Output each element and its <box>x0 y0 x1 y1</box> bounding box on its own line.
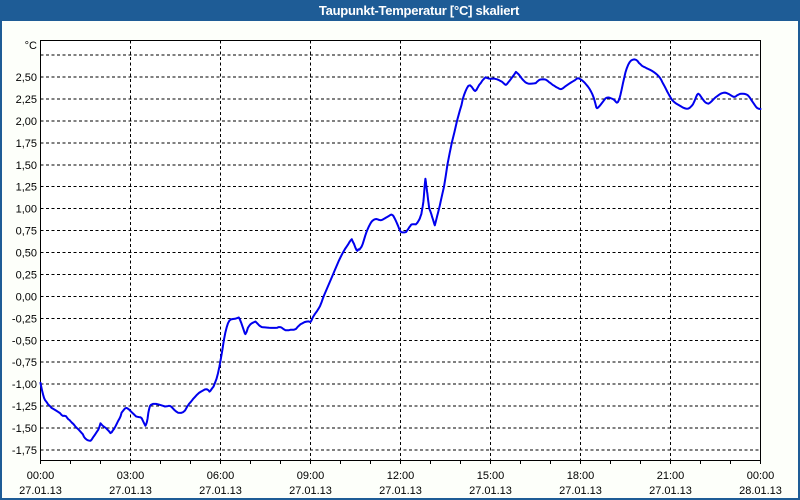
svg-text:27.01.13: 27.01.13 <box>469 485 512 497</box>
svg-text:0,50: 0,50 <box>16 248 37 260</box>
svg-text:-1,25: -1,25 <box>12 401 37 413</box>
svg-text:12:00: 12:00 <box>387 470 415 482</box>
svg-text:1,25: 1,25 <box>16 182 37 194</box>
svg-text:2,25: 2,25 <box>16 94 37 106</box>
svg-text:27.01.13: 27.01.13 <box>379 485 422 497</box>
svg-text:27.01.13: 27.01.13 <box>19 485 62 497</box>
svg-text:18:00: 18:00 <box>567 470 595 482</box>
svg-text:09:00: 09:00 <box>297 470 325 482</box>
svg-text:-1,50: -1,50 <box>12 423 37 435</box>
svg-text:-0,50: -0,50 <box>12 335 37 347</box>
svg-text:27.01.13: 27.01.13 <box>649 485 692 497</box>
svg-text:-1,00: -1,00 <box>12 379 37 391</box>
svg-text:00:00: 00:00 <box>747 470 775 482</box>
svg-text:1,75: 1,75 <box>16 138 37 150</box>
svg-text:15:00: 15:00 <box>477 470 505 482</box>
svg-text:-0,25: -0,25 <box>12 313 37 325</box>
svg-text:-1,75: -1,75 <box>12 445 37 457</box>
svg-text:27.01.13: 27.01.13 <box>559 485 602 497</box>
svg-text:°C: °C <box>25 40 37 52</box>
svg-text:21:00: 21:00 <box>657 470 685 482</box>
svg-text:1,50: 1,50 <box>16 160 37 172</box>
svg-text:1,00: 1,00 <box>16 204 37 216</box>
svg-text:03:00: 03:00 <box>117 470 145 482</box>
svg-text:2,50: 2,50 <box>16 72 37 84</box>
svg-text:00:00: 00:00 <box>27 470 55 482</box>
svg-text:0,00: 0,00 <box>16 291 37 303</box>
svg-text:27.01.13: 27.01.13 <box>199 485 242 497</box>
svg-text:06:00: 06:00 <box>207 470 235 482</box>
svg-text:28.01.13: 28.01.13 <box>739 485 782 497</box>
svg-text:0,25: 0,25 <box>16 269 37 281</box>
svg-text:2,00: 2,00 <box>16 116 37 128</box>
svg-text:27.01.13: 27.01.13 <box>109 485 152 497</box>
svg-text:0,75: 0,75 <box>16 226 37 238</box>
svg-text:-0,75: -0,75 <box>12 357 37 369</box>
svg-text:27.01.13: 27.01.13 <box>289 485 332 497</box>
